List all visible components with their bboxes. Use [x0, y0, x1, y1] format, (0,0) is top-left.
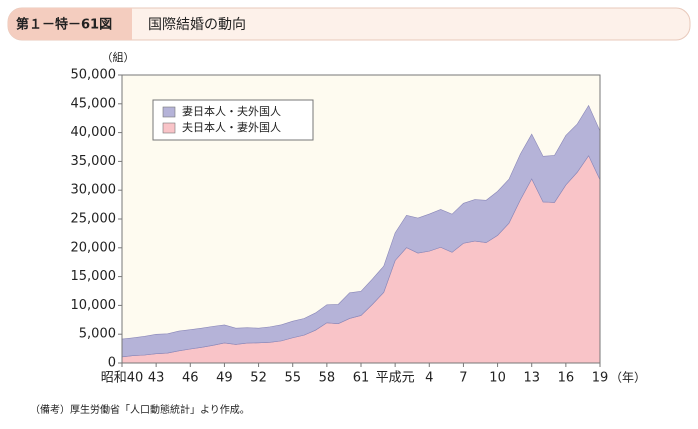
x-tick-label: 46 [182, 371, 199, 386]
legend-label: 夫日本人・妻外国人 [182, 120, 281, 134]
y-tick-label: 40,000 [71, 125, 117, 140]
legend-swatch [162, 106, 176, 118]
x-tick-label: 7 [459, 371, 467, 386]
y-tick-label: 10,000 [71, 298, 117, 313]
legend-swatch [162, 122, 176, 134]
x-tick-label: 16 [558, 371, 575, 386]
x-tick-label: 昭和40 [101, 371, 144, 386]
x-unit: （年） [610, 371, 646, 385]
x-tick-label: 55 [284, 371, 301, 386]
x-tick-label: 49 [216, 371, 233, 386]
y-tick-label: 30,000 [71, 183, 117, 198]
y-tick-label: 25,000 [71, 212, 117, 227]
y-tick-label: 50,000 [71, 68, 117, 83]
y-tick-label: 0 [108, 356, 116, 371]
x-tick-label: 19 [592, 371, 609, 386]
y-tick-label: 45,000 [71, 96, 117, 111]
y-unit: （組） [102, 51, 135, 64]
y-tick-label: 5,000 [79, 327, 116, 342]
x-tick-label: 10 [489, 371, 506, 386]
y-tick-label: 15,000 [71, 269, 117, 284]
x-tick-label: 4 [425, 371, 433, 386]
x-tick-label: 43 [148, 371, 165, 386]
legend [152, 99, 314, 141]
y-tick-label: 20,000 [71, 240, 117, 255]
note: （備考）厚生労働省「人口動態統計」より作成。 [30, 403, 250, 416]
x-tick-label: 61 [353, 371, 370, 386]
x-tick-label: 58 [319, 371, 336, 386]
figure-number: 第１－特－61図 [16, 17, 112, 33]
legend-label: 妻日本人・夫外国人 [182, 104, 281, 118]
x-tick-label: 52 [250, 371, 267, 386]
x-tick-label: 13 [523, 371, 540, 386]
y-tick-label: 35,000 [71, 154, 117, 169]
x-tick-label: 平成元 [376, 371, 415, 386]
header-title: 国際結婚の動向 [148, 17, 246, 33]
header-label-bg [8, 8, 132, 40]
